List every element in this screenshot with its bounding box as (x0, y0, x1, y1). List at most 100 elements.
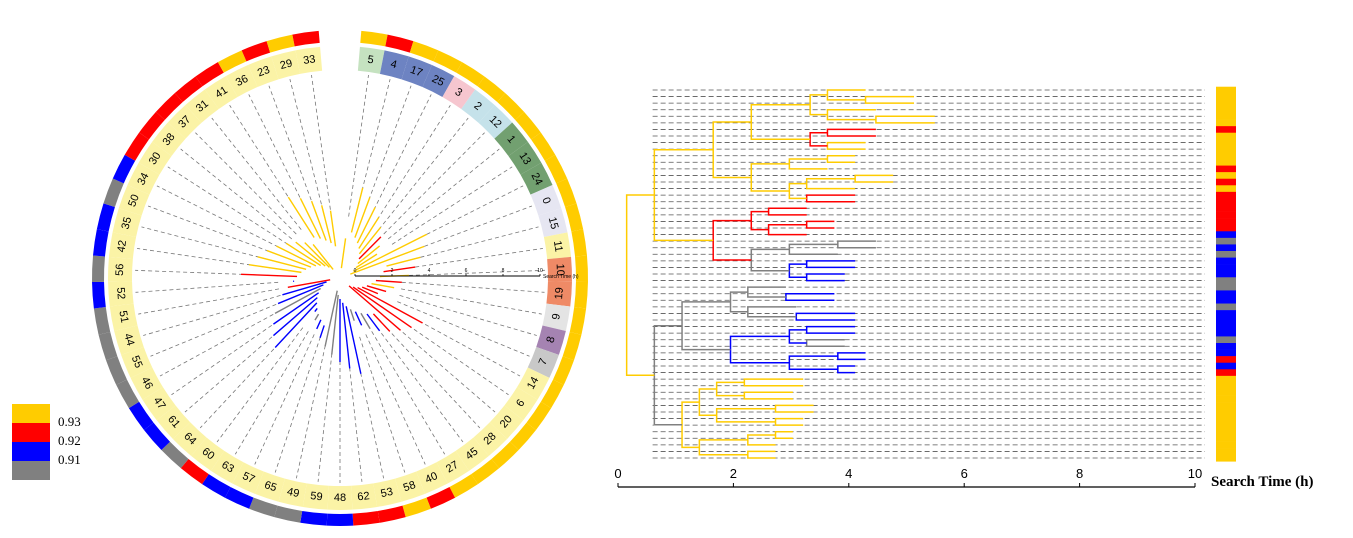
leaf-label: 24 (528, 171, 544, 187)
tree-branch (788, 158, 828, 170)
tree-branch (729, 335, 790, 364)
cluster-segment (494, 122, 528, 156)
leaf-label: 44 (121, 332, 136, 347)
tree-branch (715, 407, 776, 423)
strip-cell (1216, 382, 1236, 390)
radial-branch (314, 313, 320, 321)
strip-cell (1216, 159, 1236, 166)
x-axis-tick-label: 4 (845, 466, 852, 481)
tree-branch (747, 286, 786, 298)
cluster-segment (210, 450, 244, 484)
cluster-segment (191, 437, 225, 471)
leaf-connector (317, 339, 334, 482)
tree-branch (788, 263, 807, 279)
strip-cell (1216, 152, 1236, 160)
leaf-label: 36 (234, 73, 250, 89)
ring-segment (103, 178, 124, 208)
strip-cell (1216, 99, 1236, 107)
tree-branch (698, 388, 717, 417)
strip-cell (1216, 119, 1236, 127)
ring-segment (98, 331, 118, 361)
ring-segment (106, 356, 127, 385)
leaf-connector (399, 295, 537, 336)
strip-cell (1216, 454, 1236, 462)
ring-segment (161, 441, 189, 469)
strip-cell (1216, 139, 1236, 147)
tree-branch (788, 243, 838, 256)
leaf-label: 50 (126, 193, 142, 209)
tree-branch (788, 355, 838, 371)
tree-branch (837, 365, 856, 374)
radial-branch (274, 302, 318, 348)
leaf-connector (295, 338, 328, 479)
leaf-connector (386, 318, 496, 413)
mini-axis-tick-label: 10 (537, 268, 543, 274)
cluster-segment (538, 208, 568, 238)
radial-branch (358, 236, 382, 260)
radial-branch (331, 294, 339, 355)
radial-branch (354, 197, 371, 238)
leaf-connector (397, 301, 530, 357)
cluster-segment (461, 89, 495, 123)
tree-branch (809, 131, 828, 147)
leaf-label: 17 (408, 64, 424, 80)
strip-cell (1216, 231, 1236, 239)
cluster-segment (504, 387, 538, 421)
leaf-connector (143, 295, 281, 336)
leaf-connector (274, 336, 321, 473)
leaf-connector (156, 185, 285, 251)
leaf-label: 52 (114, 287, 127, 300)
cluster-segment (118, 184, 150, 216)
strip-cell (1216, 362, 1236, 370)
radial-branch (360, 312, 371, 330)
ring-segment (93, 307, 111, 335)
strip-cell (1216, 86, 1236, 94)
ring-segment (569, 307, 587, 335)
leaf-label: 49 (286, 486, 301, 500)
radial-branch (386, 256, 421, 267)
leaf-label: 47 (151, 395, 168, 412)
leaf-label: 31 (194, 98, 211, 115)
cluster-segment (121, 346, 153, 378)
tree-branch (747, 306, 797, 318)
radial-branch (355, 253, 378, 269)
leaf-connector (367, 94, 432, 223)
leaf-connector (401, 281, 545, 293)
ring-segment (526, 401, 552, 430)
cluster-segment (543, 232, 572, 260)
leaf-label: 60 (200, 446, 217, 463)
legend-swatch-grey (12, 461, 50, 480)
ring-segment (202, 474, 231, 498)
ring-segment (96, 203, 115, 232)
strip-cell (1216, 415, 1236, 423)
leaf-label: 15 (546, 216, 561, 231)
cluster-segment (436, 450, 470, 484)
strip-cell (1216, 198, 1236, 206)
strip-cell (1216, 126, 1236, 134)
cluster-segment (152, 122, 186, 156)
ring-segment (224, 487, 254, 509)
leaf-label: 41 (213, 84, 230, 101)
strip-cell (1216, 283, 1236, 291)
strip-cell (1216, 402, 1236, 410)
radial-branch (277, 284, 324, 305)
ring-segment (477, 76, 506, 103)
radial-branch (273, 292, 320, 325)
radial-branch (350, 187, 364, 233)
circular-dendrogram: 5 4 17253212113240151110199871462028452740… (92, 30, 588, 526)
radial-branch (312, 244, 334, 270)
tree-branch (826, 128, 876, 137)
leaf-connector (171, 312, 290, 396)
strip-cell (1216, 297, 1236, 304)
ring-segment (93, 229, 109, 257)
strip-cell (1216, 375, 1236, 383)
leaf-connector (195, 132, 297, 235)
x-axis-tick-label: 0 (614, 466, 621, 481)
leaf-connector (401, 269, 545, 277)
cluster-segment (302, 483, 329, 510)
tree-branch (788, 329, 807, 344)
radial-branch (352, 286, 412, 329)
x-axis-tick-label: 6 (961, 466, 968, 481)
tree-branch (750, 163, 790, 192)
